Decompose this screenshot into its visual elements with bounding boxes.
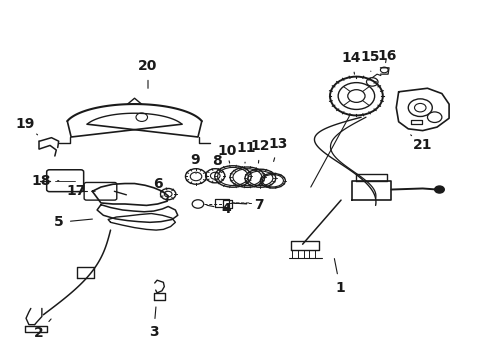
Text: 16: 16 xyxy=(377,49,396,63)
Text: 9: 9 xyxy=(190,153,199,174)
Text: 14: 14 xyxy=(342,51,361,74)
Text: 2: 2 xyxy=(34,319,51,341)
Text: 20: 20 xyxy=(138,59,158,88)
Text: 5: 5 xyxy=(54,215,93,229)
Text: 13: 13 xyxy=(269,137,288,161)
Text: 18: 18 xyxy=(31,174,59,188)
Text: 10: 10 xyxy=(217,144,237,163)
Text: 21: 21 xyxy=(411,135,432,152)
Text: 4: 4 xyxy=(207,202,231,216)
Text: 12: 12 xyxy=(250,139,270,163)
Text: 3: 3 xyxy=(149,307,159,339)
Text: 8: 8 xyxy=(212,154,222,172)
Text: 6: 6 xyxy=(153,177,165,192)
Text: 7: 7 xyxy=(233,198,263,212)
Text: 17: 17 xyxy=(66,184,95,198)
Text: 15: 15 xyxy=(360,50,380,71)
Text: 11: 11 xyxy=(236,141,256,163)
Text: 19: 19 xyxy=(15,117,38,135)
Circle shape xyxy=(435,186,444,193)
Text: 1: 1 xyxy=(334,258,345,294)
